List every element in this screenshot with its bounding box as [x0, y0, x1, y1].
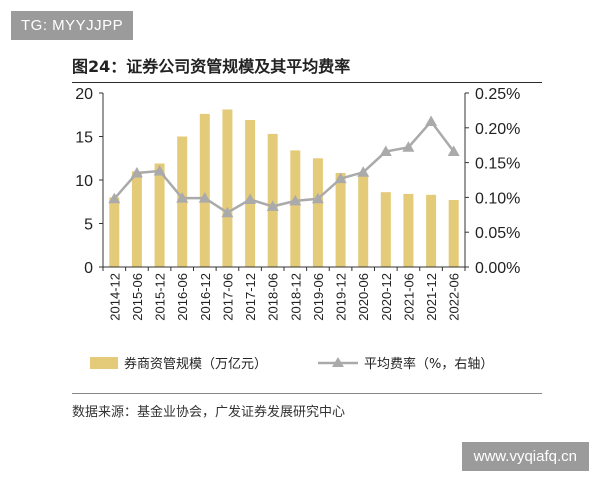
x-tick-label: 2017-06 [220, 273, 235, 321]
legend: 券商资管规模（万亿元） 平均费率（%，右轴） [90, 356, 493, 372]
line-point [198, 192, 211, 203]
watermark-bottom: www.vyqiafq.cn [461, 442, 589, 471]
line-point [311, 192, 324, 204]
line-point [153, 165, 166, 176]
y-left-tick-label: 10 [75, 173, 93, 190]
bar [290, 150, 301, 267]
y-left-tick-label: 5 [84, 217, 93, 234]
y-right-tick-label: 0.05% [475, 225, 520, 242]
bar [426, 194, 437, 267]
line-point [402, 141, 415, 152]
x-tick-label: 2020-12 [379, 273, 394, 321]
y-left-tick-label: 15 [75, 130, 93, 147]
x-tick-label: 2019-12 [334, 273, 349, 321]
watermark-top: TG: MYYJJPP [11, 11, 134, 40]
y-right-tick-label: 0.20% [475, 121, 520, 138]
x-ticks: 2014-12 2015-06 2015-12 2016-06 2016-12 2017-… [102, 267, 466, 321]
legend-line-label: 平均费率（%，右轴） [364, 356, 493, 372]
line-point [289, 194, 302, 206]
y-right-tick-label: 0.15% [475, 156, 520, 173]
x-tick-label: 2022-06 [447, 273, 462, 321]
legend-bar-label: 券商资管规模（万亿元） [124, 356, 267, 372]
x-tick-label: 2017-12 [243, 273, 258, 321]
line-point [447, 145, 460, 156]
line-point [176, 192, 189, 203]
x-tick-label: 2016-12 [198, 273, 213, 321]
bar [335, 173, 346, 267]
y-right-tick-label: 0.10% [475, 190, 520, 207]
y-right-tick-label: 0.25% [475, 86, 520, 103]
bar [222, 109, 233, 267]
y-right-tick-label: 0.00% [475, 260, 520, 277]
legend-bar-swatch [90, 357, 118, 369]
bar [109, 197, 120, 267]
line-point [221, 206, 234, 218]
bar [358, 174, 369, 267]
line-point [379, 145, 392, 156]
x-tick-label: 2021-06 [401, 273, 416, 321]
x-tick-label: 2016-06 [175, 273, 190, 321]
figure-title: 图24：证券公司资管规模及其平均费率 [72, 57, 351, 76]
y-left-tick-label: 20 [75, 86, 93, 103]
bar [312, 158, 323, 268]
line-point [266, 200, 279, 211]
bar [154, 163, 165, 267]
figure-source: 数据来源：基金业协会，广发证券发展研究中心 [72, 405, 346, 420]
line-point [425, 115, 438, 126]
source-rule [72, 393, 542, 394]
bar [199, 113, 210, 268]
bar-series [109, 109, 459, 268]
x-tick-label: 2021-12 [424, 273, 439, 321]
line-point [334, 172, 347, 184]
bar [448, 200, 459, 267]
bar [403, 193, 414, 267]
line-point [244, 193, 257, 204]
bar [131, 171, 142, 267]
line-path [113, 119, 455, 215]
legend-line-marker [332, 357, 344, 367]
y-left-ticks: 0 5 10 15 20 [75, 86, 103, 277]
x-tick-label: 2015-06 [130, 273, 145, 321]
y-right-ticks: 0.00% 0.05% 0.10% 0.15% 0.20% 0.25% [465, 86, 520, 277]
x-tick-label: 2015-12 [153, 273, 168, 321]
line-point [108, 192, 121, 204]
line-series [108, 115, 460, 218]
bar [380, 192, 391, 267]
x-tick-label: 2018-12 [288, 273, 303, 321]
title-rule [72, 82, 542, 83]
x-tick-label: 2020-06 [356, 273, 371, 321]
x-tick-label: 2018-06 [266, 273, 281, 321]
line-point [130, 167, 143, 178]
line-point [357, 166, 370, 177]
x-tick-label: 2019-06 [311, 273, 326, 321]
x-tick-label: 2014-12 [107, 273, 122, 321]
y-left-tick-label: 0 [84, 260, 93, 277]
